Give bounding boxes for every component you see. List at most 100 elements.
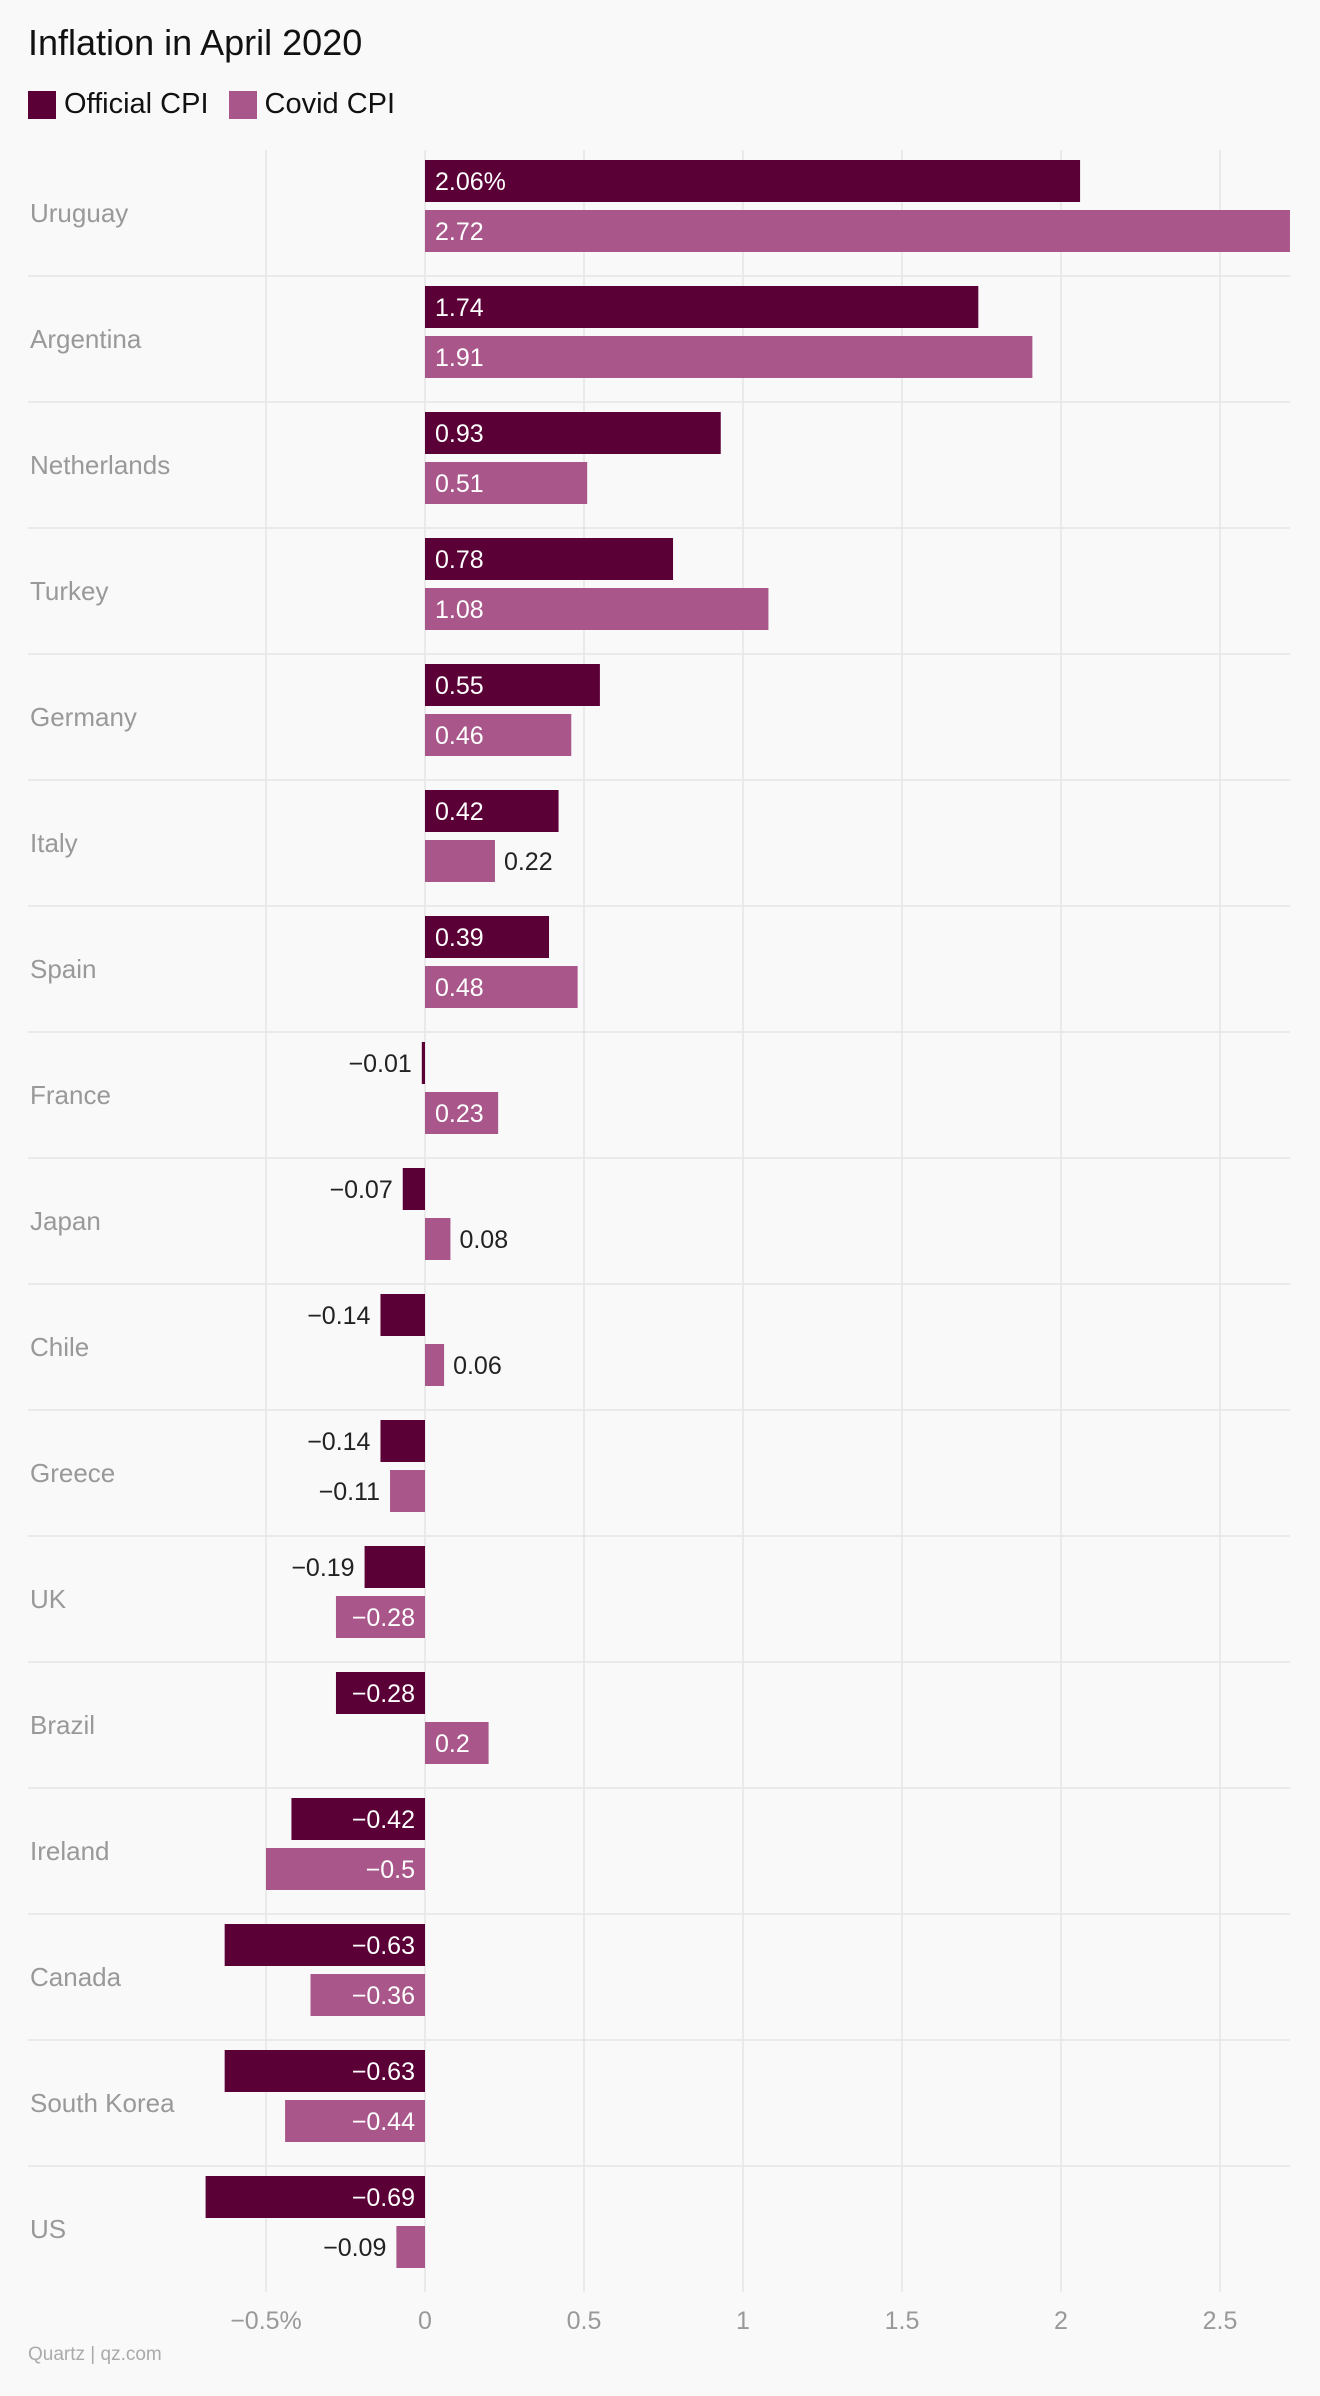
bar-covid-cpi: [425, 1344, 445, 1386]
bar-covid-cpi: [425, 714, 572, 756]
category-label: Germany: [30, 702, 137, 732]
bar-covid-cpi: [425, 588, 769, 630]
bar-covid-cpi: [425, 462, 588, 504]
bar-covid-cpi: [425, 966, 578, 1008]
data-label-official-cpi: 2.06%: [435, 168, 506, 196]
legend-label-official-cpi: Official CPI: [64, 88, 209, 120]
category-label: Ireland: [30, 1836, 110, 1866]
bar-official-cpi: [425, 790, 559, 832]
category-label: France: [30, 1080, 111, 1110]
data-label-covid-cpi: 0.48: [435, 974, 484, 1002]
x-tick-label: −0.5%: [230, 2307, 302, 2335]
x-tick-label: 2.5: [1203, 2307, 1238, 2335]
data-label-covid-cpi: 1.08: [435, 596, 484, 624]
category-label: Argentina: [30, 324, 142, 354]
category-label: Brazil: [30, 1710, 95, 1740]
bar-covid-cpi: [396, 2226, 425, 2268]
x-tick-label: 0: [418, 2307, 432, 2335]
data-label-official-cpi: 1.74: [435, 294, 484, 322]
data-label-official-cpi: −0.19: [291, 1554, 354, 1582]
x-tick-label: 1: [736, 2307, 750, 2335]
legend: Official CPI Covid CPI: [28, 88, 415, 121]
data-label-covid-cpi: 0.06: [453, 1352, 502, 1380]
data-label-covid-cpi: −0.5: [366, 1856, 415, 1884]
bar-official-cpi: [291, 1798, 425, 1840]
bar-official-cpi: [335, 1672, 425, 1714]
data-label-official-cpi: −0.14: [307, 1428, 370, 1456]
category-label: Uruguay: [30, 198, 128, 228]
category-label: Canada: [30, 1962, 122, 1992]
bar-covid-cpi: [285, 2100, 425, 2142]
bar-official-cpi: [425, 916, 550, 958]
category-label: UK: [30, 1584, 67, 1614]
legend-item-covid-cpi: Covid CPI: [228, 88, 396, 121]
bar-official-cpi: [425, 538, 674, 580]
bar-official-cpi: [380, 1420, 425, 1462]
data-label-official-cpi: 0.93: [435, 420, 484, 448]
data-label-official-cpi: −0.14: [307, 1302, 370, 1330]
category-label: Greece: [30, 1458, 115, 1488]
chart-title: Inflation in April 2020: [28, 22, 363, 63]
legend-item-official-cpi: Official CPI: [28, 88, 209, 121]
data-label-covid-cpi: −0.09: [323, 2234, 386, 2262]
data-label-official-cpi: −0.42: [352, 1806, 415, 1834]
data-label-covid-cpi: 1.91: [435, 344, 484, 372]
category-label: Spain: [30, 954, 97, 984]
data-label-official-cpi: 0.78: [435, 546, 484, 574]
bar-covid-cpi: [425, 1092, 499, 1134]
x-tick-label: 0.5: [567, 2307, 602, 2335]
legend-label-covid-cpi: Covid CPI: [264, 88, 396, 120]
source-note: Quartz | qz.com: [28, 2344, 162, 2365]
data-label-covid-cpi: 0.08: [459, 1226, 508, 1254]
data-label-covid-cpi: 0.22: [504, 848, 553, 876]
data-label-official-cpi: −0.28: [352, 1680, 415, 1708]
data-label-covid-cpi: −0.11: [319, 1478, 380, 1506]
data-label-official-cpi: 0.39: [435, 924, 484, 952]
data-label-official-cpi: −0.01: [349, 1050, 412, 1078]
data-label-official-cpi: −0.07: [329, 1176, 392, 1204]
category-label: US: [30, 2214, 66, 2244]
category-label: Chile: [30, 1332, 89, 1362]
bar-official-cpi: [425, 664, 600, 706]
x-tick-label: 2: [1054, 2307, 1068, 2335]
bar-official-cpi: [425, 286, 979, 328]
data-label-covid-cpi: −0.44: [352, 2108, 415, 2136]
data-label-covid-cpi: −0.36: [352, 1982, 415, 2010]
bar-official-cpi: [224, 1924, 425, 1966]
data-label-official-cpi: −0.63: [352, 1932, 415, 1960]
legend-swatch-covid-cpi: [228, 90, 257, 119]
bar-covid-cpi: [425, 840, 495, 882]
bar-covid-cpi: [425, 210, 1290, 252]
bar-covid-cpi: [425, 1218, 451, 1260]
bar-official-cpi: [421, 1042, 425, 1084]
bar-official-cpi: [224, 2050, 425, 2092]
x-tick-label: 1.5: [885, 2307, 920, 2335]
bar-covid-cpi: [425, 1722, 489, 1764]
bar-covid-cpi: [425, 336, 1033, 378]
data-label-covid-cpi: 0.51: [435, 470, 484, 498]
data-label-official-cpi: −0.69: [352, 2184, 415, 2212]
bar-official-cpi: [205, 2176, 425, 2218]
data-label-covid-cpi: 2.72: [435, 218, 484, 246]
category-label: Japan: [30, 1206, 101, 1236]
data-label-covid-cpi: 0.46: [435, 722, 484, 750]
category-label: Turkey: [30, 576, 109, 606]
legend-swatch-official-cpi: [28, 90, 56, 119]
category-label: Netherlands: [30, 450, 170, 480]
bar-covid-cpi: [266, 1848, 425, 1890]
data-label-official-cpi: 0.42: [435, 798, 484, 826]
bar-official-cpi: [425, 160, 1081, 202]
data-label-covid-cpi: 0.23: [435, 1100, 484, 1128]
bar-official-cpi: [380, 1294, 425, 1336]
data-label-covid-cpi: −0.28: [352, 1604, 415, 1632]
bar-official-cpi: [364, 1546, 425, 1588]
bar-covid-cpi: [390, 1470, 425, 1512]
bar-official-cpi: [402, 1168, 425, 1210]
data-label-covid-cpi: 0.2: [435, 1730, 470, 1758]
bar-covid-cpi: [335, 1596, 425, 1638]
data-label-official-cpi: −0.63: [352, 2058, 415, 2086]
category-label: Italy: [30, 828, 78, 858]
bar-covid-cpi: [310, 1974, 425, 2016]
